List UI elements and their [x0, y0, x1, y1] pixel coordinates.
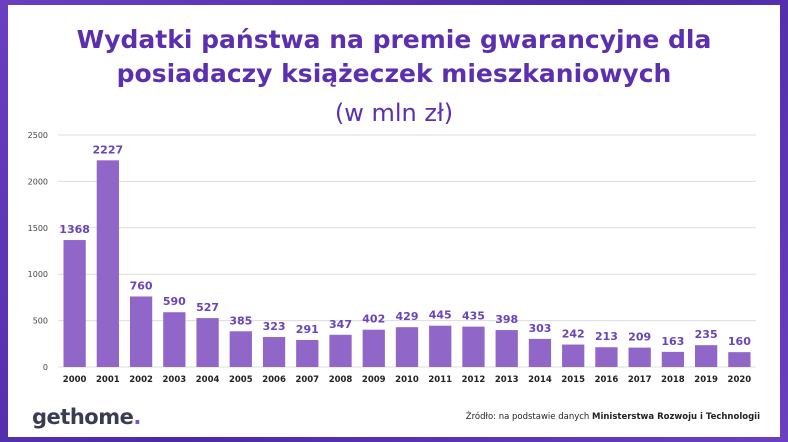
bar: [661, 351, 685, 367]
data-label: 160: [728, 335, 751, 348]
chart-title: Wydatki państwa na premie gwarancyjne dl…: [8, 23, 780, 91]
x-tick-label: 2008: [329, 375, 353, 385]
data-label: 163: [661, 335, 684, 348]
data-label: 429: [396, 310, 419, 323]
bar: [429, 325, 452, 367]
data-label: 398: [495, 313, 518, 326]
chart-title-line-1: Wydatki państwa na premie gwarancyjne dl…: [76, 25, 712, 54]
x-tick-label: 2001: [96, 375, 120, 385]
bar: [329, 334, 352, 367]
data-label: 347: [329, 318, 352, 331]
data-label: 303: [528, 322, 551, 335]
logo-dot: .: [133, 405, 141, 429]
chart-card: Wydatki państwa na premie gwarancyjne dl…: [8, 5, 780, 437]
bar: [296, 339, 319, 367]
y-tick-label: 1500: [28, 224, 48, 233]
bar: [196, 318, 219, 367]
bar: [495, 330, 518, 367]
x-tick-label: 2007: [295, 375, 319, 385]
bar: [395, 327, 419, 367]
y-tick-label: 2500: [28, 131, 48, 140]
data-label: 209: [628, 331, 651, 344]
x-tick-label: 2020: [728, 375, 752, 385]
x-tick-label: 2005: [229, 375, 253, 385]
source-ministry: Ministerstwa Rozwoju i Technologii: [592, 412, 760, 422]
x-tick-label: 2010: [395, 375, 419, 385]
data-label: 242: [562, 328, 585, 341]
bar: [562, 344, 585, 367]
data-label: 435: [462, 310, 485, 323]
data-label: 527: [196, 301, 219, 314]
bar: [595, 347, 618, 367]
bar: [728, 352, 751, 367]
x-tick-label: 2016: [595, 375, 619, 385]
x-tick-label: 2019: [694, 375, 718, 385]
data-label: 323: [263, 320, 286, 333]
data-label: 590: [163, 295, 186, 308]
data-label: 385: [229, 314, 252, 327]
data-label: 402: [362, 313, 385, 326]
chart-title-line-2: posiadaczy książeczek mieszkaniowych: [116, 59, 672, 88]
bar: [96, 160, 119, 367]
bar: [362, 329, 385, 367]
x-tick-label: 2002: [129, 375, 153, 385]
x-tick-label: 2004: [196, 375, 220, 385]
source-note: Źródło: na podstawie danych Ministerstwa…: [466, 412, 760, 422]
x-tick-label: 2003: [162, 375, 186, 385]
x-tick-label: 2014: [528, 375, 552, 385]
data-label: 1368: [59, 223, 90, 236]
bar: [695, 345, 718, 367]
chart-subtitle: (w mln zł): [334, 99, 454, 127]
data-label: 760: [130, 279, 153, 292]
data-label: 291: [296, 323, 319, 336]
bar: [262, 337, 286, 367]
x-tick-label: 2009: [362, 375, 386, 385]
data-label: 235: [695, 328, 718, 341]
x-tick-label: 2017: [628, 375, 652, 385]
x-tick-label: 2011: [428, 375, 452, 385]
bar: [528, 338, 552, 367]
bar: [63, 240, 86, 367]
x-tick-label: 2015: [561, 375, 585, 385]
y-tick-label: 0: [43, 363, 48, 372]
y-tick-label: 2000: [28, 177, 48, 186]
logo-text: gethome: [32, 405, 134, 429]
bar: [129, 296, 153, 367]
gethome-logo: gethome.: [32, 405, 141, 429]
bar-chart: 0 500 1000 1500 2000 2500 1368 2000 2227 2001 760 2…: [28, 131, 756, 385]
x-tick-label: 2000: [63, 375, 87, 385]
x-tick-label: 2012: [462, 375, 486, 385]
x-tick-label: 2013: [495, 375, 519, 385]
bar: [163, 312, 186, 367]
x-tick-label: 2006: [262, 375, 286, 385]
source-prefix: Źródło: na podstawie danych: [465, 412, 592, 422]
bar: [628, 347, 651, 367]
x-tick-label: 2018: [661, 375, 685, 385]
data-label: 445: [429, 309, 452, 322]
bar: [462, 326, 485, 367]
y-tick-label: 500: [33, 317, 48, 326]
bar: [229, 331, 252, 367]
data-label: 213: [595, 330, 618, 343]
y-tick-label: 1000: [28, 270, 48, 279]
data-label: 2227: [93, 143, 124, 156]
